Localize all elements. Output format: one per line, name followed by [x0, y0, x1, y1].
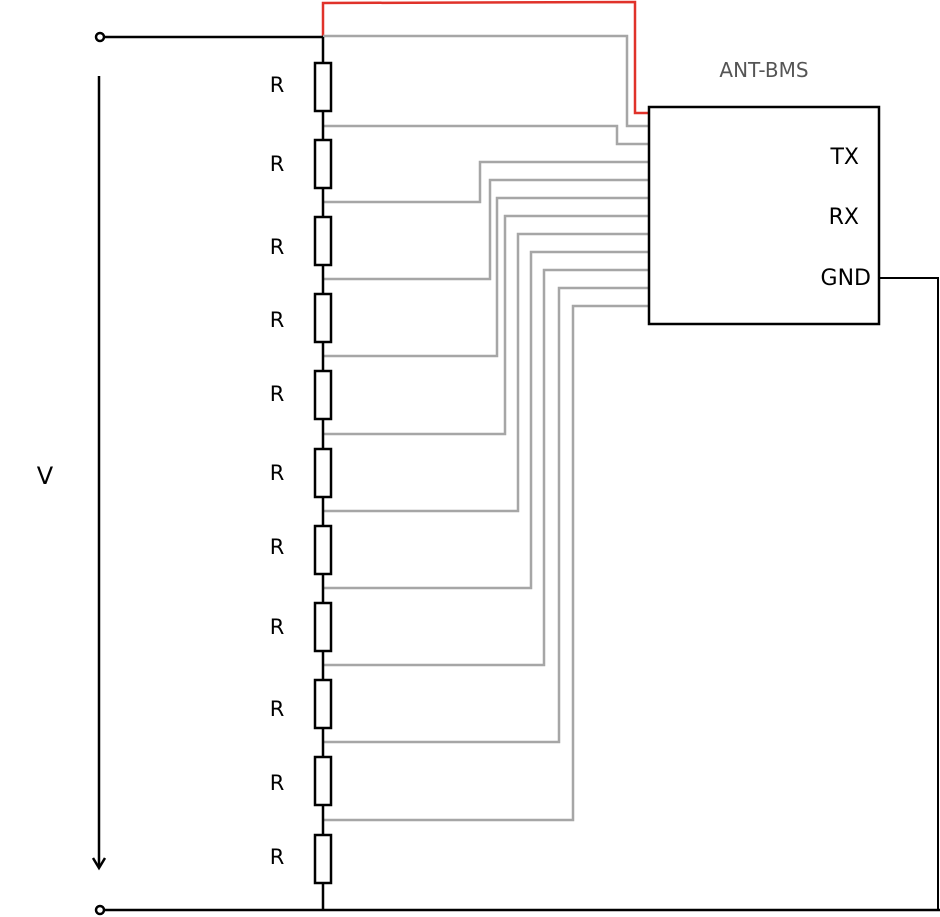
voltage-arrow [91, 76, 107, 871]
resistor-label-10: R [270, 845, 285, 869]
sense-wire-7 [323, 250, 649, 590]
resistor-label-6: R [270, 535, 285, 559]
positive-sense-wire [321, 0, 649, 115]
resistor-label-9: R [270, 771, 285, 795]
sense-wire-1 [323, 124, 649, 146]
positive-terminal [94, 31, 106, 43]
sense-wire-9 [323, 286, 649, 744]
resistor-3 [313, 292, 333, 344]
gnd-wire [879, 277, 939, 910]
resistor-0 [313, 61, 333, 113]
resistor-7 [313, 601, 333, 653]
sense-wire-3 [323, 178, 649, 281]
resistor-9 [313, 755, 333, 807]
pin-rx-label: RX [829, 205, 859, 230]
voltage-label: V [37, 462, 54, 490]
sense-wires [323, 34, 649, 822]
sense-wire-8 [323, 268, 649, 667]
pin-tx-label: TX [829, 145, 859, 170]
resistor-label-5: R [270, 461, 285, 485]
resistor-1 [313, 138, 333, 190]
bms-label: ANT-BMS [719, 58, 808, 82]
resistor-label-0: R [270, 73, 285, 97]
resistor-4 [313, 369, 333, 421]
bms-box [647, 105, 881, 326]
resistor-5 [313, 447, 333, 499]
resistor-10 [313, 833, 333, 885]
resistor-label-8: R [270, 697, 285, 721]
resistor-8 [313, 678, 333, 730]
negative-terminal [94, 904, 106, 916]
pin-gnd-label: GND [821, 266, 871, 291]
resistor-label-2: R [270, 235, 285, 259]
sense-wire-0 [323, 34, 649, 128]
resistor-label-4: R [270, 382, 285, 406]
resistor-chain: R R R R R R R R R R R [270, 61, 333, 885]
resistor-2 [313, 215, 333, 267]
resistor-label-3: R [270, 308, 285, 332]
sense-wire-10 [323, 304, 649, 822]
sense-wire-4 [323, 196, 649, 358]
sense-wire-6 [323, 232, 649, 513]
sense-wire-2 [323, 160, 649, 204]
sense-wire-5 [323, 214, 649, 436]
resistor-6 [313, 524, 333, 576]
resistor-label-1: R [270, 152, 285, 176]
resistor-label-7: R [270, 615, 285, 639]
